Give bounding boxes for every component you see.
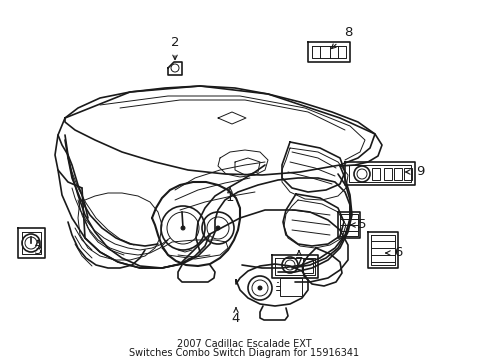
Bar [303,259,312,273]
Text: 2007 Cadillac Escalade EXT: 2007 Cadillac Escalade EXT [177,339,311,349]
Bar [393,168,401,180]
Text: 5: 5 [357,219,366,231]
Bar [280,278,302,296]
Text: 3: 3 [34,243,42,256]
Circle shape [258,286,262,290]
Text: Switches Combo Switch Diagram for 15916341: Switches Combo Switch Diagram for 159163… [129,348,359,358]
Bar [403,168,411,180]
Text: 8: 8 [343,27,351,40]
Text: 7: 7 [294,256,303,269]
Bar [371,168,379,180]
Text: 6: 6 [393,247,401,260]
Circle shape [216,226,220,230]
Text: 9: 9 [415,166,423,179]
Text: 2: 2 [170,36,179,49]
Text: 4: 4 [231,311,240,324]
Text: 1: 1 [225,192,234,204]
Circle shape [181,226,184,230]
Bar [383,168,391,180]
